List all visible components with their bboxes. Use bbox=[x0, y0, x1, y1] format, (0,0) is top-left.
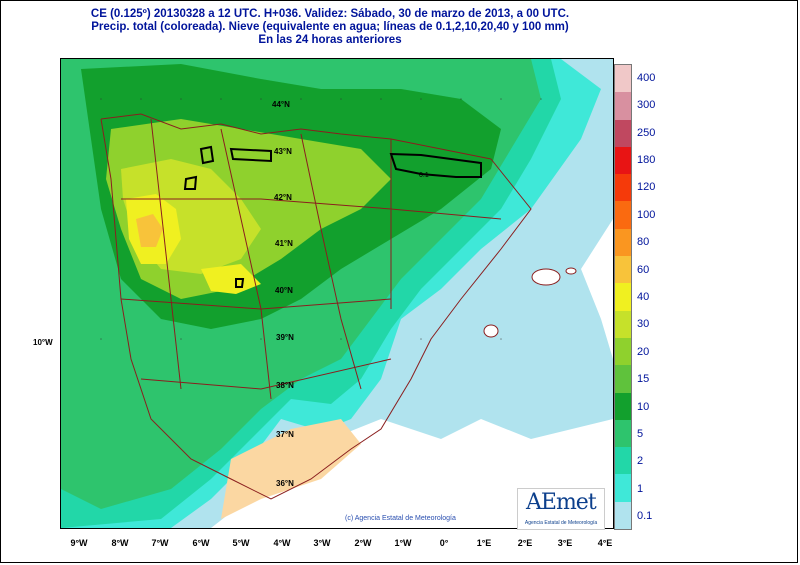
lat-label-44n: 44°N bbox=[272, 100, 290, 109]
legend-label: 120 bbox=[637, 181, 656, 194]
legend-swatch bbox=[615, 501, 631, 529]
lat-label-42n: 42°N bbox=[274, 193, 292, 202]
grid-points bbox=[100, 98, 542, 340]
legend-label: 80 bbox=[637, 236, 650, 249]
title-line-1: CE (0.125º) 20130328 a 12 UTC. H+036. Va… bbox=[90, 8, 570, 20]
title-line-3: En las 24 horas anteriores bbox=[258, 34, 402, 46]
lon-label-0: 0° bbox=[439, 538, 449, 548]
lon-label-5w: 5°W bbox=[232, 538, 250, 548]
legend-label: 20 bbox=[637, 345, 650, 358]
copyright-notice: (c) Agencia Estatal de Meteorología bbox=[345, 515, 456, 522]
legend-swatch bbox=[615, 201, 631, 229]
balearic-islands bbox=[483, 267, 577, 338]
lon-label-4e: 4°E bbox=[597, 538, 613, 548]
snow-contour-label: 0.1 bbox=[419, 172, 429, 179]
legend-label: 250 bbox=[637, 126, 656, 139]
lat-label-36n: 36°N bbox=[276, 479, 294, 488]
legend-swatch bbox=[615, 447, 631, 475]
legend-label: 300 bbox=[637, 99, 656, 112]
snow-contours bbox=[183, 145, 482, 288]
lat-label-37n: 37°N bbox=[276, 430, 294, 439]
legend-label: 15 bbox=[637, 373, 650, 386]
legend-swatch bbox=[615, 283, 631, 311]
legend-swatch bbox=[615, 119, 631, 147]
legend-label: 400 bbox=[637, 71, 656, 84]
lon-label-10w: 10°W bbox=[33, 338, 53, 347]
lon-label-2e: 2°E bbox=[517, 538, 533, 548]
lon-label-2w: 2°W bbox=[354, 538, 372, 548]
lon-label-4w: 4°W bbox=[273, 538, 291, 548]
aemet-logo-text: AEmet bbox=[526, 490, 597, 515]
legend-swatch bbox=[615, 174, 631, 202]
legend-label: 60 bbox=[637, 263, 650, 276]
precip-60mm bbox=[136, 214, 163, 247]
aemet-logo-subtitle: Agencia Estatal de Meteorología bbox=[524, 520, 598, 526]
lat-label-40n: 40°N bbox=[275, 286, 293, 295]
legend-swatch bbox=[615, 92, 631, 120]
lat-label-41n: 41°N bbox=[275, 239, 293, 248]
precipitation-legend bbox=[614, 64, 632, 530]
legend-label: 180 bbox=[637, 153, 656, 166]
lat-label-43n: 43°N bbox=[274, 147, 292, 156]
lon-label-9w: 9°W bbox=[70, 538, 88, 548]
legend-swatch bbox=[615, 337, 631, 366]
aemet-logo: AEmet Agencia Estatal de Meteorología bbox=[517, 488, 605, 530]
legend-swatch bbox=[615, 64, 631, 93]
lat-label-39n: 39°N bbox=[276, 333, 294, 342]
legend-swatch bbox=[615, 310, 631, 338]
lon-label-3w: 3°W bbox=[313, 538, 331, 548]
coastal-dry-band bbox=[221, 419, 361, 519]
precip-40mm-central bbox=[201, 264, 261, 294]
legend-swatch bbox=[615, 256, 631, 284]
legend-label: 30 bbox=[637, 318, 650, 331]
map-title: CE (0.125º) 20130328 a 12 UTC. H+036. Va… bbox=[0, 8, 660, 47]
lat-label-38n: 38°N bbox=[276, 381, 294, 390]
lon-label-6w: 6°W bbox=[192, 538, 210, 548]
legend-label: 40 bbox=[637, 291, 650, 303]
lon-label-3e: 3°E bbox=[557, 538, 573, 548]
legend-swatch bbox=[615, 474, 631, 502]
legend-swatch bbox=[615, 419, 631, 448]
region-borders bbox=[100, 113, 532, 500]
title-line-2: Precip. total (coloreada). Nieve (equiva… bbox=[91, 21, 569, 33]
lon-label-1w: 1°W bbox=[394, 538, 412, 548]
legend-label: 2 bbox=[637, 455, 644, 468]
legend-label: 1 bbox=[637, 482, 644, 495]
legend-swatch bbox=[615, 146, 631, 175]
legend-swatch bbox=[615, 392, 631, 420]
map-canvas: 0.1 bbox=[61, 59, 613, 528]
legend-label: 10 bbox=[637, 400, 650, 413]
lon-label-7w: 7°W bbox=[151, 538, 169, 548]
lon-label-1e: 1°E bbox=[476, 538, 492, 548]
legend-label: 5 bbox=[637, 428, 644, 441]
legend-swatch bbox=[615, 228, 631, 257]
precipitation-map: 0.1 bbox=[60, 58, 614, 529]
legend-swatch bbox=[615, 365, 631, 393]
lon-label-8w: 8°W bbox=[111, 538, 129, 548]
legend-label: 0.1 bbox=[637, 510, 653, 523]
legend-label: 100 bbox=[637, 208, 656, 221]
